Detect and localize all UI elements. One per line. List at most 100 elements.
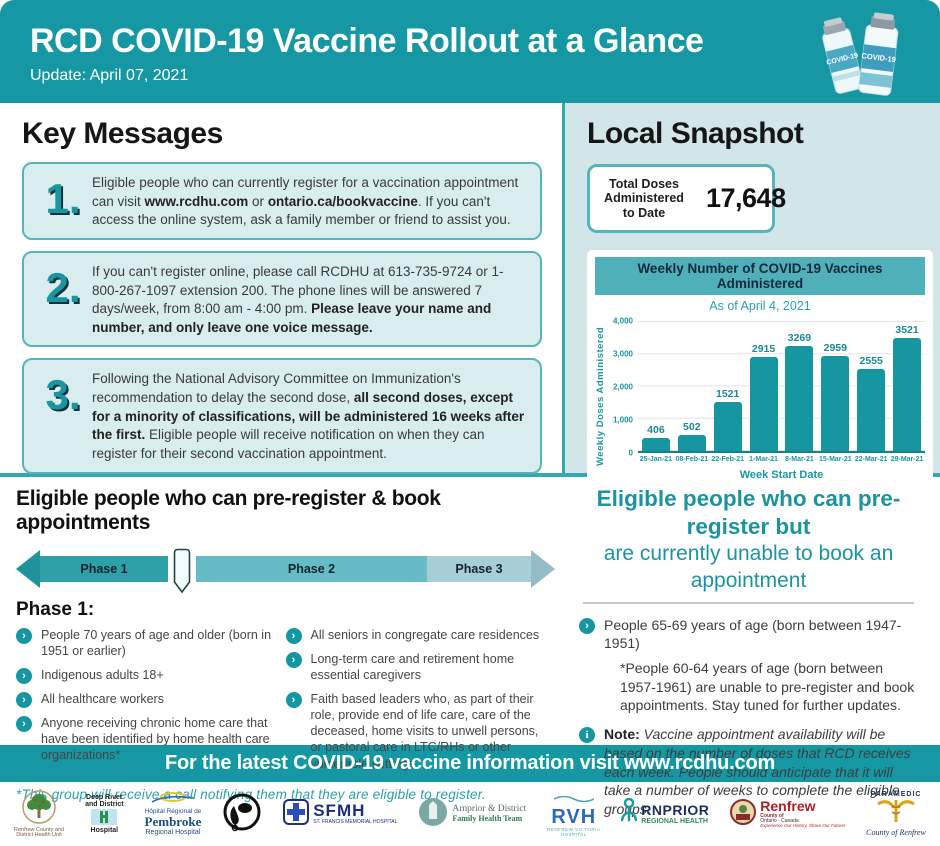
x-tick-label: 25-Jan-21	[639, 456, 673, 464]
x-tick-label: 08-Feb-21	[675, 456, 709, 464]
header-banner: RCD COVID-19 Vaccine Rollout at a Glance…	[0, 0, 940, 103]
x-tick-label: 15-Mar-21	[818, 456, 852, 464]
preregister-only-title: Eligible people who can pre-register but…	[579, 485, 918, 594]
sfmh-logo-icon	[283, 798, 310, 830]
y-tick-label: 1,000	[612, 415, 633, 425]
bar-slot: 3521	[889, 322, 925, 452]
footer-text: For the latest COVID-19 vaccine informat…	[164, 752, 776, 774]
key-message-box: 3. Following the National Advisory Commit…	[22, 358, 542, 474]
list-item: › Indigenous adults 18+	[16, 667, 286, 684]
key-message-text: If you can't register online, please cal…	[92, 263, 504, 335]
key-message-number: 3.	[45, 371, 81, 419]
svg-text:COVID-19: COVID-19	[861, 51, 896, 64]
phase-1-list-col1: › People 70 years of age and older (born …	[16, 627, 286, 763]
page-title: RCD COVID-19 Vaccine Rollout at a Glance	[30, 22, 704, 60]
bar-value-label: 2555	[859, 354, 883, 367]
key-message-text: Following the National Advisory Committe…	[92, 371, 525, 461]
logo-text-line: Pembroke	[144, 814, 202, 830]
chart-subtitle: As of April 4, 2021	[709, 299, 811, 314]
logo-arnprior-fht: Arnprior & District Family Health Team	[418, 797, 526, 832]
rcdhu-logo-icon	[22, 789, 56, 828]
phase-3-segment: Phase 3	[427, 556, 531, 582]
list-item-text: Long-term care and retirement home essen…	[310, 652, 515, 683]
logo-text: RVH RENFREW VICTORIA HOSPITAL	[547, 807, 600, 837]
logo-deep-river: Deep River and District Hospital	[85, 794, 124, 834]
bar	[785, 345, 814, 452]
logo-text-line: RNPRIOR	[641, 801, 710, 818]
phase-timeline: Phase 1 Phase 2 Phase 3	[16, 547, 555, 594]
note-row: i Note: Vaccine appointment availability…	[579, 725, 918, 819]
timeline-right-arrow-icon	[531, 550, 555, 588]
logo-text-line: ST. FRANCIS MEMORIAL HOSPITAL	[313, 819, 398, 826]
logo-text: Hôpital Régional de Pembroke Regional Hosp…	[144, 807, 202, 837]
logo-text-line: Arnprior & District	[452, 803, 527, 814]
paramedic-logo-icon	[876, 798, 916, 829]
local-snapshot-title: Local Snapshot	[587, 117, 804, 150]
logo-text: Renfrew County and District Health Unit	[14, 826, 65, 840]
preregister-only-section: Eligible people who can pre-register but…	[565, 477, 940, 817]
bar-slot: 1521	[710, 322, 746, 452]
bar	[713, 402, 742, 452]
chevron-bullet-icon: ›	[579, 617, 595, 634]
note-body: Vaccine appointment availability will be…	[604, 725, 911, 818]
logo-text-line: Family Health Team	[452, 813, 523, 823]
total-doses-box: Total Doses Administered to Date 17,648	[587, 164, 786, 234]
x-tick-label: 22-Mar-21	[854, 456, 888, 464]
note-text: Note: Vaccine appointment availability w…	[604, 725, 918, 819]
y-tick-label: 0	[628, 448, 633, 458]
y-tick-label: 3,000	[612, 349, 633, 359]
logo-text-line: County of	[760, 812, 784, 819]
timeline-marker-icon	[173, 548, 191, 594]
list-item-text: Faith based leaders who, as part of thei…	[310, 691, 539, 771]
list-item-text: All seniors in congregate care residence…	[310, 628, 540, 642]
update-date: Update: April 07, 2021	[30, 67, 189, 84]
logo-text-line: Renfrew	[760, 798, 816, 815]
phase-1-segment: Phase 1	[40, 556, 168, 582]
total-doses-label: Total Doses Administered to Date	[604, 177, 684, 220]
preregister-only-title-line2: are currently unable to book an appointm…	[603, 542, 894, 592]
logo-text: RNPRIOR REGIONAL HEALTH	[641, 803, 709, 825]
key-messages-list: 1. Eligible people who can currently regi…	[22, 162, 542, 474]
bar	[821, 355, 850, 452]
timeline-left-arrow-icon	[16, 550, 40, 588]
preregister-item-subtext: *People 60-64 years of age (born between…	[620, 659, 915, 714]
list-item-text: Indigenous adults 18+	[41, 667, 164, 682]
book-appointments-title: Eligible people who can pre-register & b…	[16, 487, 441, 534]
logo-text-line: Hospital	[90, 826, 119, 834]
renfrew-county-logo-icon	[730, 798, 757, 830]
x-tick-label: 29-Mar-21	[890, 456, 924, 464]
key-message-number: 1.	[45, 175, 81, 222]
partner-logo-strip: Renfrew County and District Health Unit De…	[0, 782, 940, 846]
list-item: › Anyone receiving chronic home care that…	[16, 715, 286, 764]
logo-text-line: Hôpital Régional de	[144, 807, 202, 815]
logo-text-line: Deep River	[86, 793, 123, 801]
phase-1-footnote: *This group will receive a call notifyin…	[16, 786, 486, 802]
vaccine-vials-icon: COVID-19 COVID-19	[822, 12, 899, 96]
logo-text-line: SFMH	[313, 801, 366, 821]
logo-paramedic: PARAMEDIC County of Renfrew	[866, 791, 926, 838]
bar-slot: 3269	[782, 322, 818, 452]
bar	[893, 337, 922, 452]
key-messages-section: Key Messages 1. Eligible people who can c…	[0, 103, 562, 474]
chevron-bullet-icon: ›	[285, 652, 302, 668]
y-tick-label: 2,000	[612, 382, 633, 392]
bar-value-label: 502	[683, 420, 701, 433]
arnprior-regional-logo-icon	[621, 797, 638, 831]
logo-text-line: PARAMEDIC	[870, 790, 922, 798]
chart-plot-area: 0 1,000 2,000 3,000 4,000 406 502 1521 2915 3269…	[606, 317, 925, 481]
logo-renfrew-county: Renfrew County of Ontario · Canada Experien…	[730, 798, 845, 830]
list-item-text: People 70 years of age and older (born i…	[41, 628, 272, 659]
list-item: › All healthcare workers	[16, 691, 286, 708]
key-message-number: 2.	[45, 263, 81, 311]
bottom-section: Eligible people who can pre-register & b…	[0, 477, 940, 817]
algonquins-logo-icon	[222, 792, 262, 837]
weekly-doses-chart: Weekly Number of COVID-19 Vaccines Admin…	[587, 250, 933, 490]
logo-text-line: Ontario · Canada	[760, 817, 799, 824]
key-message-text: Eligible people who can currently regist…	[92, 175, 519, 228]
logo-text-line: Renfrew County and	[14, 826, 65, 833]
list-item: › Long-term care and retirement home esse…	[285, 651, 556, 684]
chevron-bullet-icon: ›	[285, 691, 302, 708]
bar	[677, 434, 706, 452]
logo-text-line: County of Renfrew	[866, 827, 926, 837]
logo-text: Renfrew County of Ontario · Canada Experien…	[760, 799, 845, 829]
